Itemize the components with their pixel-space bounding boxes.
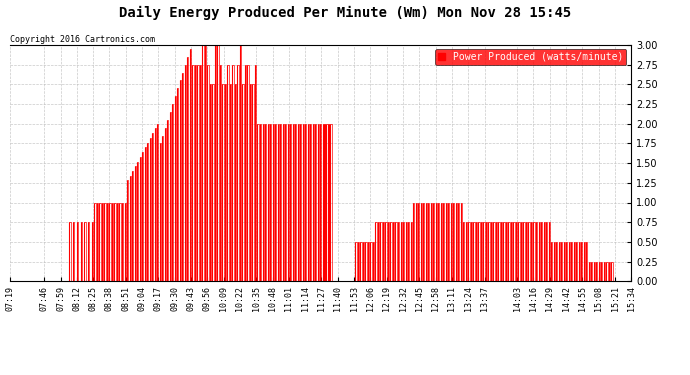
Legend: Power Produced (watts/minute): Power Produced (watts/minute) <box>435 49 627 64</box>
Text: Daily Energy Produced Per Minute (Wm) Mon Nov 28 15:45: Daily Energy Produced Per Minute (Wm) Mo… <box>119 6 571 20</box>
Text: Copyright 2016 Cartronics.com: Copyright 2016 Cartronics.com <box>10 35 155 44</box>
